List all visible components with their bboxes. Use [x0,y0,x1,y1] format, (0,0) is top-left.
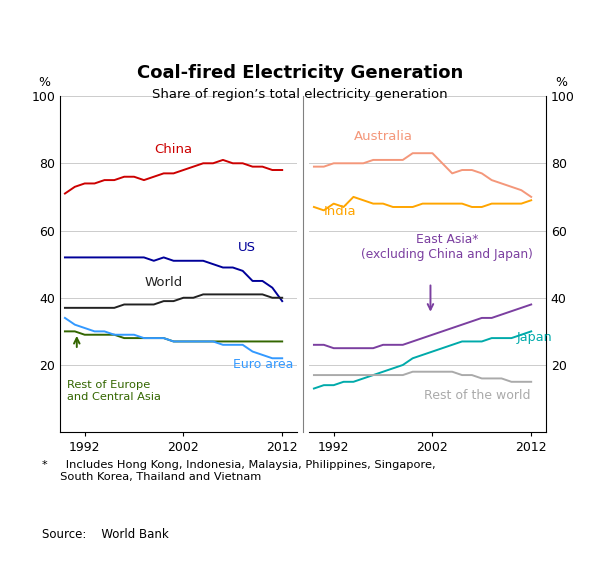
Text: India: India [324,206,356,219]
Text: Source:    World Bank: Source: World Bank [42,528,169,541]
Text: World: World [145,276,183,289]
Text: Euro area: Euro area [233,358,293,371]
Text: East Asia*
(excluding China and Japan): East Asia* (excluding China and Japan) [361,233,533,261]
Text: Share of region’s total electricity generation: Share of region’s total electricity gene… [152,88,448,101]
Text: %: % [38,76,50,89]
Text: *     Includes Hong Kong, Indonesia, Malaysia, Philippines, Singapore,
     Sout: * Includes Hong Kong, Indonesia, Malaysi… [42,460,436,482]
Text: Australia: Australia [353,130,413,143]
Text: %: % [556,76,568,89]
Text: US: US [238,241,256,254]
Text: Japan: Japan [517,332,552,345]
Text: China: China [155,143,193,156]
Text: Rest of Europe
and Central Asia: Rest of Europe and Central Asia [67,380,161,402]
Text: Rest of the world: Rest of the world [424,389,530,402]
Text: Coal-fired Electricity Generation: Coal-fired Electricity Generation [137,64,463,82]
